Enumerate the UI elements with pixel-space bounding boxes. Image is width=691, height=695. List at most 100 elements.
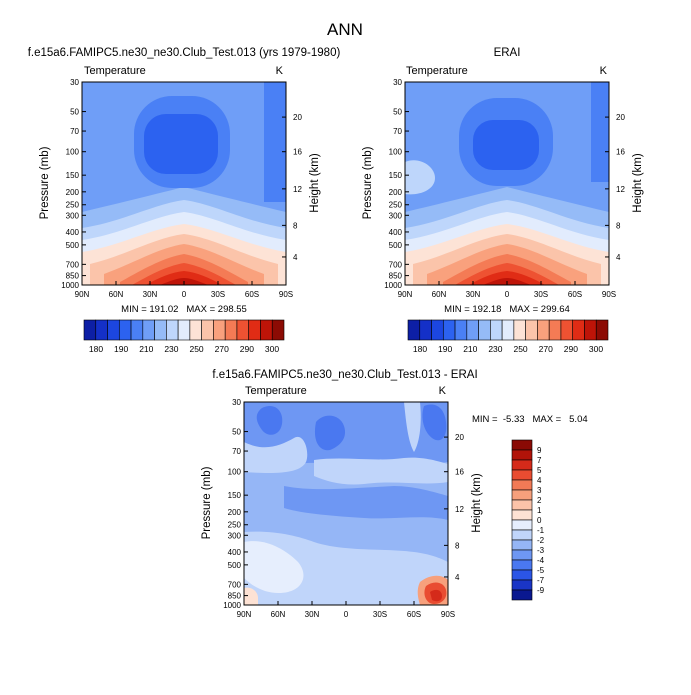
colorbar-label: 250 xyxy=(189,344,203,354)
obs-y2tick-label: 8 xyxy=(616,221,621,230)
colorbar-diff-label: -9 xyxy=(537,586,545,595)
obs-ytick-label: 70 xyxy=(393,127,402,136)
colorbar-label: 250 xyxy=(513,344,527,354)
diff-xtick-label: 60N xyxy=(271,610,286,619)
diff-ytick-label: 100 xyxy=(228,468,242,477)
obs-xtick-label: 90N xyxy=(398,290,413,299)
panel-obs-title: ERAI xyxy=(494,47,521,59)
panel-diff-left-label: Temperature xyxy=(245,385,307,397)
obs-xtick-label: 90S xyxy=(602,290,616,299)
model-y2tick-label: 4 xyxy=(293,253,298,262)
diff-field-pale-band-2 xyxy=(314,457,448,485)
diff-ytick-label: 30 xyxy=(232,398,241,407)
colorbar-label: 180 xyxy=(89,344,103,354)
obs-ytick-label: 150 xyxy=(389,171,403,180)
diff-xtick-label: 0 xyxy=(344,610,349,619)
model-xtick-label: 90N xyxy=(75,290,90,299)
colorbar-swatch xyxy=(466,319,479,341)
diff-field-pale-strip xyxy=(404,402,421,452)
model-ytick-label: 500 xyxy=(66,241,80,250)
diff-y2tick-label: 8 xyxy=(455,541,460,550)
diff-ytick-label: 850 xyxy=(228,592,242,601)
obs-xtick-label: 60N xyxy=(432,290,447,299)
diff-y2tick-label: 16 xyxy=(455,468,464,477)
panel-model-stats: MIN = 191.02 MAX = 298.55 xyxy=(121,304,247,315)
obs-ytick-label: 50 xyxy=(393,108,402,117)
panel-model-right-label: K xyxy=(276,65,284,77)
panel-obs-plot xyxy=(405,82,609,285)
obs-ytick-label: 30 xyxy=(393,78,402,87)
diff-ytick-label: 250 xyxy=(228,521,242,530)
model-ytick-label: 70 xyxy=(70,127,79,136)
model-ytick-label: 300 xyxy=(66,211,80,220)
colorbar-label: 300 xyxy=(265,344,279,354)
obs-xtick-label: 30N xyxy=(466,290,481,299)
colorbar-diff-swatch xyxy=(511,509,533,521)
colorbar-label: 180 xyxy=(413,344,427,354)
colorbar-obs: 180 190 210 230 250 270 290 300 xyxy=(407,319,609,354)
panel-diff-ylabel: Pressure (mb) xyxy=(201,466,213,539)
model-ytick-label: 200 xyxy=(66,188,80,197)
colorbar-swatch xyxy=(454,319,468,341)
colorbar-diff-label: -4 xyxy=(537,556,545,565)
colorbar-diff-swatch xyxy=(511,519,533,531)
panel-obs-stats: MIN = 192.18 MAX = 299.64 xyxy=(444,304,570,315)
colorbar-label: 270 xyxy=(215,344,229,354)
colorbar-diff-swatch xyxy=(511,589,533,601)
model-ytick-label: 850 xyxy=(66,272,80,281)
colorbar-diff-label: 0 xyxy=(537,516,542,525)
colorbar-swatch xyxy=(442,319,456,341)
colorbar-diff-swatch xyxy=(511,449,533,461)
obs-ytick-label: 1000 xyxy=(384,281,402,290)
colorbar-diff-label: 2 xyxy=(537,496,542,505)
colorbar-swatch xyxy=(490,319,503,341)
obs-ytick-label: 100 xyxy=(389,148,403,157)
colorbar-swatch xyxy=(118,319,132,341)
model-ytick-label: 400 xyxy=(66,228,80,237)
diff-y2tick-label: 20 xyxy=(455,433,464,442)
panel-obs-right-label: K xyxy=(600,65,608,77)
colorbar-swatch xyxy=(166,319,179,341)
colorbar-swatch xyxy=(142,319,155,341)
model-field-polar xyxy=(264,82,286,202)
panel-diff-title: f.e15a6.FAMIPC5.ne30_ne30.Club_Test.013 … xyxy=(212,369,477,381)
colorbar-swatch xyxy=(224,319,238,341)
model-ytick-label: 1000 xyxy=(61,281,79,290)
colorbar-diff-label: 3 xyxy=(537,486,542,495)
model-ytick-label: 50 xyxy=(70,108,79,117)
model-field-cold-core xyxy=(144,114,218,174)
colorbar-diff-label: -2 xyxy=(537,536,545,545)
diff-xtick-label: 30N xyxy=(305,610,320,619)
model-xtick-label: 30N xyxy=(143,290,158,299)
obs-field-polar xyxy=(591,82,609,182)
diff-ytick-label: 500 xyxy=(228,561,242,570)
colorbar-label: 270 xyxy=(539,344,553,354)
colorbar-swatch xyxy=(213,319,226,341)
diff-ytick-label: 200 xyxy=(228,508,242,517)
colorbar-diff-swatch xyxy=(511,439,533,451)
colorbar-diff-swatch xyxy=(511,569,533,581)
model-y2tick-label: 16 xyxy=(293,148,302,157)
model-ytick-label: 100 xyxy=(66,148,80,157)
colorbar-diff-label: 1 xyxy=(537,506,542,515)
panel-model-title: f.e15a6.FAMIPC5.ne30_ne30.Club_Test.013 … xyxy=(28,47,341,59)
panel-diff: f.e15a6.FAMIPC5.ne30_ne30.Club_Test.013 … xyxy=(201,369,588,619)
diff-y2tick-label: 4 xyxy=(455,573,460,582)
colorbar-swatch xyxy=(189,319,202,341)
colorbar-label: 190 xyxy=(438,344,452,354)
colorbar-label: 230 xyxy=(164,344,178,354)
colorbar-swatch xyxy=(525,319,538,341)
colorbar-swatch xyxy=(271,319,285,341)
colorbar-label: 290 xyxy=(564,344,578,354)
colorbar-swatch xyxy=(584,319,597,341)
colorbar-diff-swatch xyxy=(511,479,533,491)
colorbar-diff-label: 7 xyxy=(537,456,542,465)
obs-ytick-label: 200 xyxy=(389,188,403,197)
colorbar-swatch xyxy=(537,319,550,341)
panel-diff-plot xyxy=(244,402,448,605)
colorbar-swatch xyxy=(83,319,97,341)
colorbar-diff-label: 5 xyxy=(537,466,542,475)
obs-y2tick-label: 20 xyxy=(616,113,625,122)
panel-model-plot xyxy=(82,82,286,285)
